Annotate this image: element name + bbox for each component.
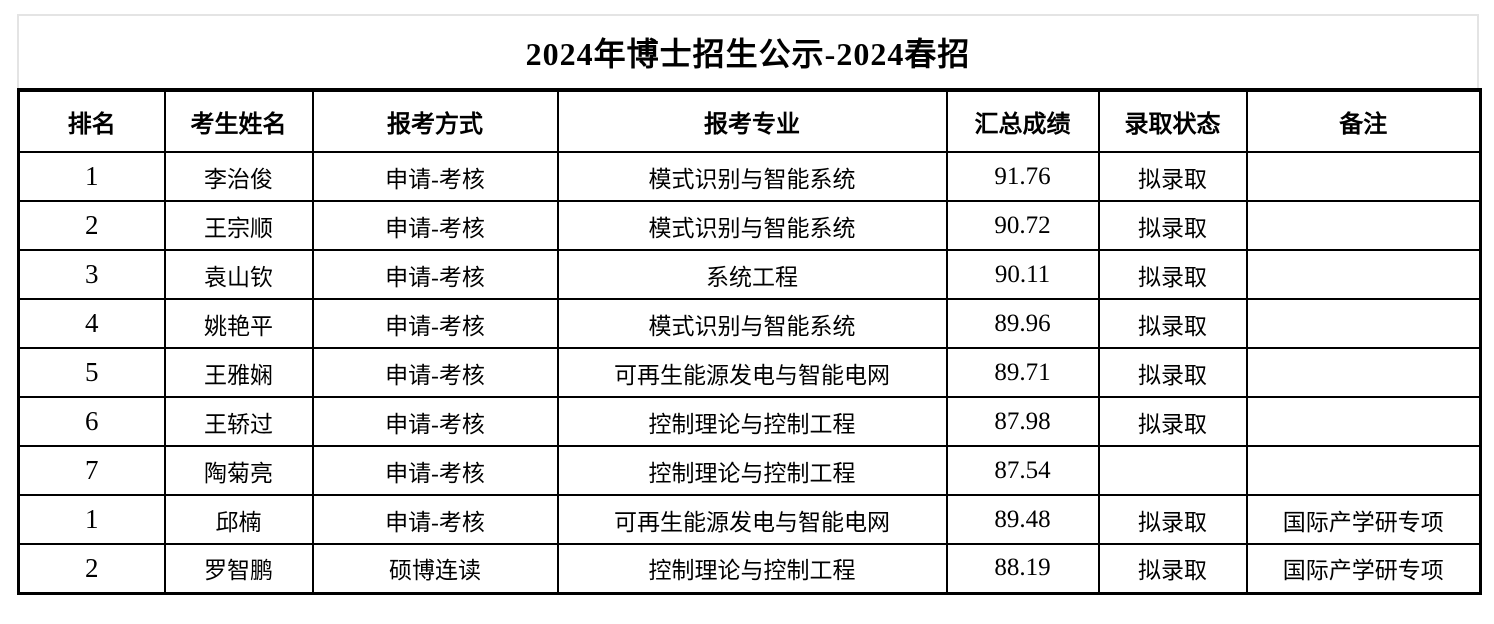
cell-rank: 5	[17, 347, 166, 398]
cell-remark: 国际产学研专项	[1245, 494, 1482, 545]
table-header-row: 排名 考生姓名 报考方式 报考专业 汇总成绩 录取状态 备注	[17, 89, 1482, 153]
cell-score: 90.72	[945, 200, 1100, 251]
table-row: 1 李治俊 申请-考核 模式识别与智能系统 91.76 拟录取	[17, 151, 1482, 202]
cell-remark	[1245, 298, 1482, 349]
cell-remark	[1245, 396, 1482, 447]
cell-status	[1097, 445, 1248, 496]
cell-rank: 7	[17, 445, 166, 496]
cell-score: 89.71	[945, 347, 1100, 398]
cell-score: 87.54	[945, 445, 1100, 496]
cell-remark: 国际产学研专项	[1245, 543, 1482, 594]
cell-name: 王宗顺	[163, 200, 314, 251]
cell-status: 拟录取	[1097, 151, 1248, 202]
cell-method: 申请-考核	[311, 200, 559, 251]
cell-method: 申请-考核	[311, 396, 559, 447]
column-header-score: 汇总成绩	[945, 89, 1100, 153]
cell-score: 88.19	[945, 543, 1100, 594]
cell-rank: 2	[17, 543, 166, 594]
cell-rank: 3	[17, 249, 166, 300]
column-header-status: 录取状态	[1097, 89, 1248, 153]
cell-major: 可再生能源发电与智能电网	[556, 347, 948, 398]
cell-rank: 6	[17, 396, 166, 447]
column-header-rank: 排名	[17, 89, 166, 153]
cell-major: 模式识别与智能系统	[556, 151, 948, 202]
cell-remark	[1245, 347, 1482, 398]
column-header-name: 考生姓名	[163, 89, 314, 153]
cell-status: 拟录取	[1097, 249, 1248, 300]
cell-score: 89.96	[945, 298, 1100, 349]
cell-rank: 1	[17, 494, 166, 545]
cell-method: 申请-考核	[311, 445, 559, 496]
table-row: 2 罗智鹏 硕博连读 控制理论与控制工程 88.19 拟录取 国际产学研专项	[17, 543, 1482, 594]
cell-name: 陶菊亮	[163, 445, 314, 496]
table-row: 4 姚艳平 申请-考核 模式识别与智能系统 89.96 拟录取	[17, 298, 1482, 349]
cell-method: 硕博连读	[311, 543, 559, 594]
table-row: 5 王雅娴 申请-考核 可再生能源发电与智能电网 89.71 拟录取	[17, 347, 1482, 398]
cell-name: 李治俊	[163, 151, 314, 202]
cell-name: 王轿过	[163, 396, 314, 447]
cell-score: 89.48	[945, 494, 1100, 545]
table-row: 2 王宗顺 申请-考核 模式识别与智能系统 90.72 拟录取	[17, 200, 1482, 251]
cell-remark	[1245, 249, 1482, 300]
cell-name: 袁山钦	[163, 249, 314, 300]
cell-name: 姚艳平	[163, 298, 314, 349]
cell-status: 拟录取	[1097, 200, 1248, 251]
cell-major: 可再生能源发电与智能电网	[556, 494, 948, 545]
cell-remark	[1245, 445, 1482, 496]
page-title: 2024年博士招生公示-2024春招	[17, 14, 1479, 88]
cell-status: 拟录取	[1097, 494, 1248, 545]
cell-major: 控制理论与控制工程	[556, 445, 948, 496]
cell-method: 申请-考核	[311, 151, 559, 202]
cell-remark	[1245, 151, 1482, 202]
cell-status: 拟录取	[1097, 347, 1248, 398]
cell-method: 申请-考核	[311, 347, 559, 398]
cell-score: 90.11	[945, 249, 1100, 300]
table-row: 3 袁山钦 申请-考核 系统工程 90.11 拟录取	[17, 249, 1482, 300]
cell-name: 王雅娴	[163, 347, 314, 398]
cell-rank: 1	[17, 151, 166, 202]
column-header-major: 报考专业	[556, 89, 948, 153]
cell-major: 系统工程	[556, 249, 948, 300]
table-row: 6 王轿过 申请-考核 控制理论与控制工程 87.98 拟录取	[17, 396, 1482, 447]
cell-rank: 2	[17, 200, 166, 251]
cell-status: 拟录取	[1097, 543, 1248, 594]
cell-method: 申请-考核	[311, 298, 559, 349]
column-header-method: 报考方式	[311, 89, 559, 153]
table-row: 7 陶菊亮 申请-考核 控制理论与控制工程 87.54	[17, 445, 1482, 496]
cell-name: 罗智鹏	[163, 543, 314, 594]
cell-remark	[1245, 200, 1482, 251]
table-row: 1 邱楠 申请-考核 可再生能源发电与智能电网 89.48 拟录取 国际产学研专项	[17, 494, 1482, 545]
cell-major: 控制理论与控制工程	[556, 543, 948, 594]
cell-major: 模式识别与智能系统	[556, 200, 948, 251]
cell-major: 控制理论与控制工程	[556, 396, 948, 447]
sheet: 2024年博士招生公示-2024春招 排名 考生姓名 报考方式 报考专业 汇总成绩 录取状…	[17, 14, 1482, 595]
cell-name: 邱楠	[163, 494, 314, 545]
cell-status: 拟录取	[1097, 298, 1248, 349]
cell-score: 87.98	[945, 396, 1100, 447]
cell-major: 模式识别与智能系统	[556, 298, 948, 349]
cell-method: 申请-考核	[311, 249, 559, 300]
cell-score: 91.76	[945, 151, 1100, 202]
cell-rank: 4	[17, 298, 166, 349]
column-header-remark: 备注	[1245, 89, 1482, 153]
admission-table: 排名 考生姓名 报考方式 报考专业 汇总成绩 录取状态 备注 1 李治俊 申请-考核 模式识别与智…	[17, 88, 1482, 595]
cell-status: 拟录取	[1097, 396, 1248, 447]
cell-method: 申请-考核	[311, 494, 559, 545]
